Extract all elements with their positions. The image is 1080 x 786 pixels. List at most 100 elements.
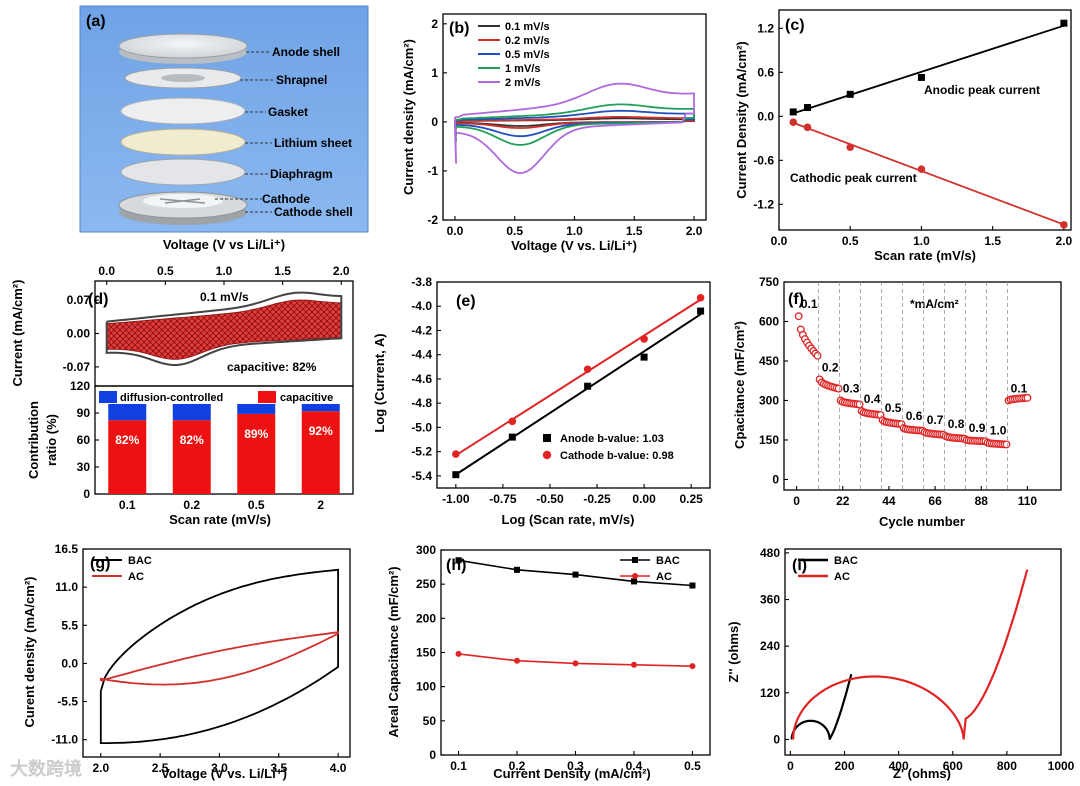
i-xtick-label: 600 — [943, 759, 963, 773]
f-segment-label: 1.0 — [990, 424, 1007, 438]
b-xtick-label: 0.5 — [506, 224, 523, 238]
f-cycle-point — [834, 384, 843, 393]
panel-f-rate-capability: (f) Cycle number Cpacitance (mF/cm²) *mA… — [732, 275, 1062, 529]
e-ytick-label: -5.0 — [411, 420, 432, 434]
g-xtick-label: 3.0 — [211, 761, 228, 775]
g-legend-label: AC — [128, 571, 144, 583]
e-legend-swatch — [543, 434, 551, 442]
e-anode-point — [697, 307, 705, 315]
d2-legend-swatch-capacitive — [258, 391, 276, 403]
h-legend-label: AC — [656, 571, 672, 583]
f-ytick-label: 450 — [759, 354, 779, 368]
h-legend-marker — [632, 557, 638, 563]
i-ytick-label: 120 — [760, 686, 780, 700]
e-ytick-label: -3.8 — [411, 275, 432, 289]
e-anode-point — [508, 433, 516, 441]
h-bac-point — [455, 557, 462, 564]
f-segment-label: 0.9 — [969, 421, 986, 435]
h-ytick-label: 250 — [416, 577, 436, 591]
f-segment-label: 0.3 — [843, 381, 860, 395]
i-xtick-label: 400 — [889, 759, 909, 773]
d-bottom-x-axis-label: Scan rate (mV/s) — [169, 512, 271, 527]
d-capacitive-annotation: capacitive: 82% — [227, 360, 317, 374]
f-ytick-label: 300 — [759, 393, 779, 407]
d2-xtick-label: 0.1 — [119, 498, 136, 512]
panel-label-f: (f) — [788, 291, 804, 308]
e-cathode-point — [696, 293, 705, 302]
e-xtick-label: -1.00 — [442, 492, 470, 506]
i-xtick-label: 1000 — [1048, 759, 1075, 773]
h-bac-point — [689, 582, 696, 589]
e-fit-line — [455, 313, 702, 476]
e-ytick-label: -4.6 — [411, 372, 432, 386]
f-segment-label: 0.8 — [948, 417, 965, 431]
watermark-text: 大数跨境 — [10, 758, 82, 779]
h-ytick-label: 150 — [416, 646, 436, 660]
d-cv-total-curve — [105, 291, 343, 366]
panel-e-b-value: (e) Log (Scan rate, mV/s) Log (Current, … — [372, 275, 711, 527]
f-segment-label: 0.1 — [801, 297, 818, 311]
c-ytick-label: 1.2 — [757, 21, 774, 35]
b-xtick-label: 1.0 — [566, 224, 583, 238]
h-ac-point — [689, 663, 696, 670]
d2-bar-label: 82% — [115, 433, 139, 447]
f-ytick-label: 150 — [759, 433, 779, 447]
d2-ytick-label: 60 — [77, 433, 91, 447]
d2-bar-diffusion — [237, 404, 276, 414]
h-ac-point — [455, 650, 462, 657]
f-xtick-label: 66 — [928, 494, 942, 508]
d2-legend-label-diffusion: diffusion-controlled — [120, 392, 223, 404]
i-xtick-label: 800 — [997, 759, 1017, 773]
panel-g-cv-bac-ac: (g) Voltage (V vs. Li/Li⁺) Curent densit… — [22, 542, 351, 781]
i-ac-curve — [792, 569, 1029, 740]
diaphragm-layer — [120, 158, 246, 186]
f-xtick-label: 0 — [793, 494, 800, 508]
b-y-axis-label: Current density (mA/cm²) — [401, 39, 416, 195]
c-cathodic-point — [846, 143, 855, 151]
c-y-axis-label: Current Density (mA/cm²) — [734, 41, 749, 198]
d2-bar-label: 89% — [244, 427, 268, 441]
gasket-layer — [120, 97, 246, 125]
f-cycle-point — [794, 312, 803, 321]
b-legend-label: 1 mV/s — [505, 63, 540, 75]
i-x-axis-label: Z' (ohms) — [893, 766, 951, 781]
d2-ytick-label: 30 — [77, 460, 91, 474]
d2-bar-capacitive — [301, 411, 340, 494]
d2-bar-capacitive — [108, 420, 147, 494]
d1-ytick-label: 0.00 — [67, 327, 91, 341]
e-xtick-label: -0.25 — [583, 492, 611, 506]
e-ytick-label: -4.2 — [411, 323, 432, 337]
c-xtick-label: 0.0 — [771, 234, 788, 248]
g-legend-label: BAC — [128, 555, 152, 567]
g-xtick-label: 2.0 — [92, 761, 109, 775]
panel-label-b: (b) — [449, 20, 469, 37]
h-ac-point — [514, 657, 521, 664]
c-cathodic-point — [803, 123, 812, 132]
i-bac-curve — [790, 673, 853, 740]
e-anode-point — [640, 353, 648, 361]
c-x-axis-label: Scan rate (mV/s) — [874, 248, 976, 263]
f-segment-label: 0.4 — [864, 392, 881, 406]
f-xtick-label: 110 — [1018, 494, 1038, 508]
f-ytick-label: 600 — [759, 314, 779, 328]
b-ytick-label: 1 — [431, 66, 438, 80]
d2-legend-label-capacitive: capacitive — [280, 392, 333, 404]
d2-bar-capacitive — [172, 420, 211, 494]
h-bac-point — [514, 566, 521, 573]
b-xtick-label: 2.0 — [686, 224, 703, 238]
panel-c-peak-current: (c) Scan rate (mV/s) Current Density (mA… — [734, 9, 1073, 263]
panel-d-bottom-contribution-bars: Scan rate (mV/s) Contribution ratio (%) … — [26, 379, 354, 527]
g-bac-curve — [99, 568, 339, 744]
e-ytick-label: -4.4 — [411, 348, 432, 362]
d2-bar-diffusion — [172, 404, 211, 421]
b-x-axis-label: Voltage (V vs. Li/Li⁺) — [511, 238, 637, 253]
h-xtick-label: 0.5 — [684, 759, 701, 773]
h-xtick-label: 0.4 — [626, 759, 643, 773]
panel-h-areal-capacitance: (h) Current Density (mA/cm²) Areal Capac… — [386, 543, 711, 781]
f-x-axis-label: Cycle number — [879, 514, 965, 529]
h-y-axis-label: Areal Capacitance (mF/cm²) — [386, 566, 401, 737]
h-xtick-label: 0.2 — [509, 759, 526, 773]
e-ytick-label: -4.8 — [411, 396, 432, 410]
e-ytick-label: -5.2 — [411, 445, 432, 459]
c-anodic-point — [803, 104, 811, 112]
